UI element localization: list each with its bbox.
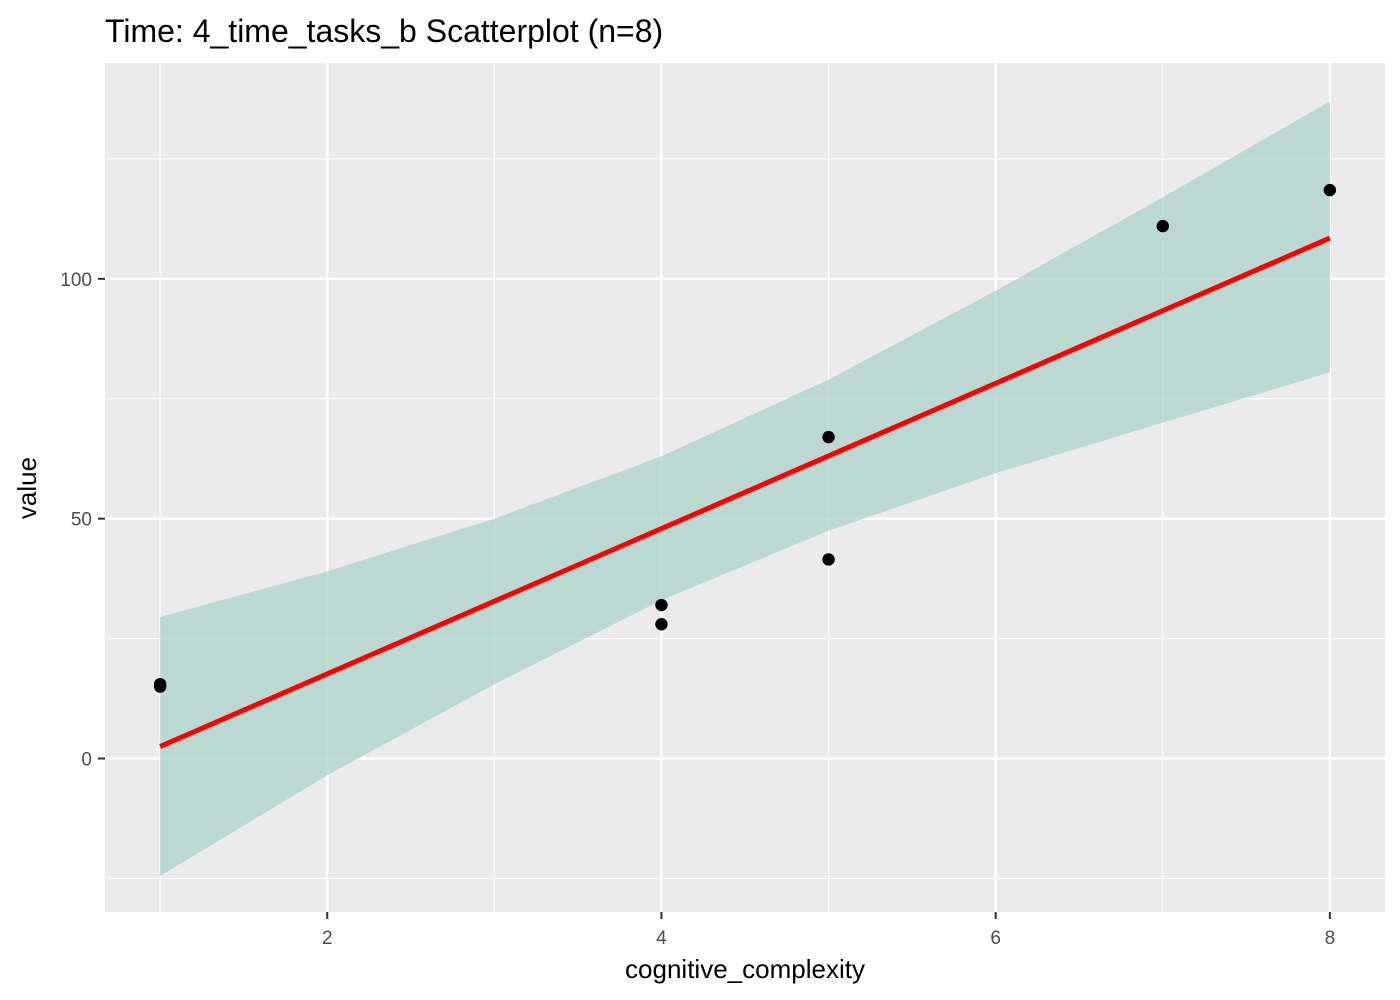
data-point [822, 553, 835, 566]
chart-title: Time: 4_time_tasks_b Scatterplot (n=8) [105, 13, 663, 49]
data-point [822, 430, 835, 444]
x-tick-label: 8 [1325, 928, 1336, 949]
data-point [153, 680, 167, 693]
data-point [1323, 183, 1337, 197]
x-axis-ticks: 2 4 6 8 [322, 912, 1335, 949]
regression-line [159, 235, 1331, 749]
x-tick-label: 6 [990, 928, 1001, 949]
confidence-band [160, 101, 1330, 876]
x-tick-label: 4 [656, 928, 667, 949]
y-tick-label: 50 [71, 510, 92, 531]
data-point [655, 598, 668, 612]
y-tick-label: 0 [81, 750, 92, 771]
x-tick-label: 2 [322, 928, 333, 949]
data-point [655, 618, 668, 631]
y-tick-label: 100 [60, 270, 92, 291]
x-axis-title: cognitive_complexity [625, 954, 865, 984]
y-axis-title: value [12, 457, 42, 519]
data-point [1156, 219, 1169, 233]
data-points [153, 183, 1337, 693]
y-axis-ticks: 0 50 100 [60, 270, 105, 771]
